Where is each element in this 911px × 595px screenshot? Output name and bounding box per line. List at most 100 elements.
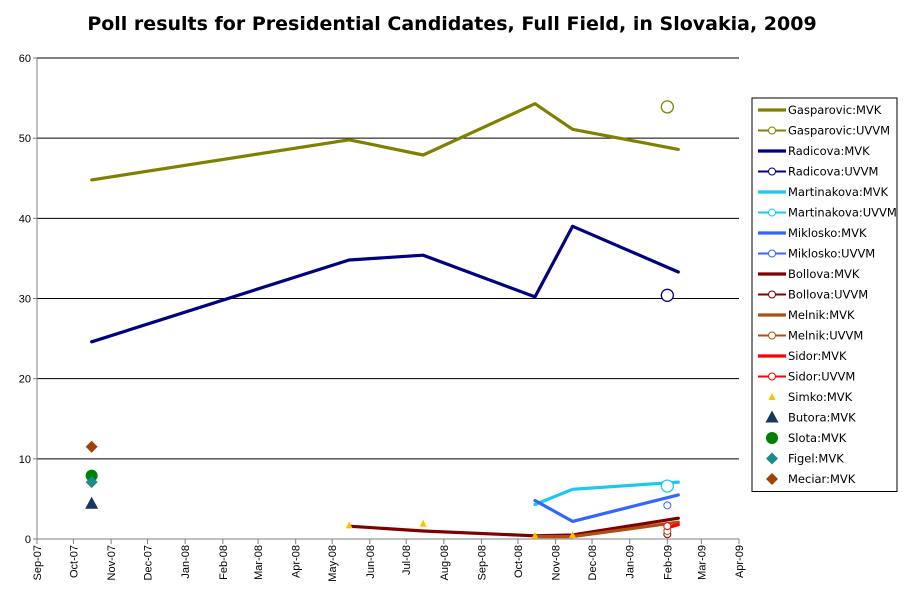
legend-swatch: [768, 372, 776, 381]
legend-item: Martinakova:MVK: [758, 185, 889, 199]
legend-item: Gasparovic:MVK: [758, 103, 882, 117]
legend-swatch: [768, 331, 776, 340]
data-point: [85, 469, 98, 482]
y-tick-label: 30: [19, 294, 31, 306]
x-axis-ticks: Sep-07 Oct-07 Nov-07 Dec-07 Jan-08 Feb-08 Mar-…: [32, 539, 746, 582]
legend-label: Bollova:MVK: [788, 267, 860, 281]
x-tick-label: Aug-08: [439, 545, 451, 580]
x-tick-label: Dec-08: [587, 545, 599, 580]
y-tick-label: 60: [19, 53, 31, 65]
legend-label: Meciar:MVK: [788, 472, 856, 486]
x-tick-label: Feb-09: [662, 545, 674, 580]
series-line: [90, 224, 680, 344]
legend-swatch: [766, 432, 778, 444]
data-point: [663, 522, 672, 531]
series-line: [347, 516, 680, 538]
legend-label: Radicova:UVVM: [788, 165, 878, 179]
data-point: [85, 496, 99, 509]
legend-item: Sidor:MVK: [758, 349, 847, 363]
legend-label: Sidor:MVK: [788, 349, 847, 363]
series-radicova-mvk: [90, 224, 680, 344]
legend-item: Bollova:MVK: [758, 267, 860, 281]
legend-label: Miklosko:MVK: [788, 226, 867, 240]
legend-item: Gasparovic:UVVM: [758, 124, 890, 138]
legend-item: Bollova:UVVM: [758, 288, 868, 302]
series-miklosko-mvk: [533, 493, 680, 524]
x-tick-label: Feb-08: [218, 545, 230, 580]
series-line: [533, 480, 680, 507]
data-point: [663, 501, 672, 510]
series-bollova-mvk: [347, 516, 680, 538]
x-tick-label: Jul-08: [401, 545, 413, 575]
data-point: [660, 288, 674, 302]
data-point: [419, 519, 427, 527]
x-tick-label: Mar-09: [696, 545, 708, 580]
y-tick-label: 40: [19, 213, 31, 225]
legend-item: Meciar:MVK: [766, 472, 856, 486]
legend-label: Sidor:UVVM: [788, 370, 855, 384]
legend-item: Miklosko:MVK: [758, 226, 867, 240]
series-butora-mvk: [85, 496, 99, 509]
series-martinakova-mvk: [533, 480, 680, 507]
legend-label: Melnik:MVK: [788, 308, 855, 322]
x-tick-label: Sep-08: [477, 545, 489, 580]
chart-title: Poll results for Presidential Candidates…: [87, 13, 816, 35]
y-tick-label: 0: [25, 534, 31, 546]
legend-swatch: [768, 167, 776, 176]
legend-label: Gasparovic:MVK: [788, 103, 882, 117]
x-tick-label: Mar-08: [253, 545, 265, 580]
series-martinakova-uvvm: [660, 479, 674, 493]
legend-item: Butora:MVK: [765, 410, 856, 425]
x-tick-label: May-08: [327, 545, 339, 582]
series-miklosko-uvvm: [663, 501, 672, 510]
legend-item: Radicova:MVK: [758, 144, 870, 158]
plot-area: [85, 100, 680, 539]
series-gasparovic-mvk: [90, 102, 680, 182]
series-line: [90, 102, 680, 182]
x-tick-label: Jan-08: [180, 545, 192, 579]
y-tick-label: 50: [19, 133, 31, 145]
data-point: [85, 476, 98, 489]
legend-item: Martinakova:UVVM: [758, 206, 897, 220]
y-tick-label: 20: [19, 374, 31, 386]
series-simko-mvk: [345, 519, 577, 539]
legend-item: Melnik:UVVM: [758, 329, 863, 343]
legend-swatch: [768, 126, 776, 135]
x-tick-label: Apr-09: [734, 545, 746, 578]
legend-swatch: [768, 290, 776, 299]
legend-label: Martinakova:UVVM: [788, 206, 897, 220]
legend-item: Miklosko:UVVM: [758, 247, 875, 261]
x-tick-label: Apr-08: [291, 545, 303, 578]
grid: [37, 57, 739, 460]
x-tick-label: Sep-07: [32, 545, 44, 580]
x-tick-label: Jan-09: [625, 545, 637, 579]
legend-label: Slota:MVK: [788, 431, 847, 445]
legend-label: Martinakova:MVK: [788, 185, 889, 199]
legend-label: Melnik:UVVM: [788, 329, 863, 343]
legend-item: Sidor:UVVM: [758, 370, 855, 384]
legend-swatch: [768, 249, 776, 258]
legend-swatch: [766, 473, 778, 485]
data-point: [660, 479, 674, 493]
legend-item: Slota:MVK: [766, 431, 847, 445]
series-slota-mvk: [85, 469, 98, 482]
y-tick-label: 10: [19, 454, 31, 466]
legend-label: Simko:MVK: [788, 390, 853, 404]
data-point: [85, 440, 98, 453]
x-tick-label: Jun-08: [365, 545, 377, 579]
legend-label: Miklosko:UVVM: [788, 247, 875, 261]
legend-label: Figel:MVK: [788, 452, 844, 466]
legend-label: Butora:MVK: [788, 411, 856, 425]
x-tick-label: Oct-08: [513, 545, 525, 578]
series-gasparovic-uvvm: [660, 100, 674, 114]
series-sidor-uvvm: [663, 522, 672, 531]
legend-item: Radicova:UVVM: [758, 165, 878, 179]
y-axis-ticks: 0 10 20 30 40 50 60: [19, 53, 37, 546]
series-figel-mvk: [85, 476, 98, 489]
series-line: [533, 493, 680, 524]
data-point: [569, 530, 577, 538]
x-tick-label: Nov-07: [106, 545, 118, 580]
x-tick-label: Nov-08: [551, 545, 563, 580]
data-point: [345, 521, 353, 529]
series-radicova-uvvm: [660, 288, 674, 302]
